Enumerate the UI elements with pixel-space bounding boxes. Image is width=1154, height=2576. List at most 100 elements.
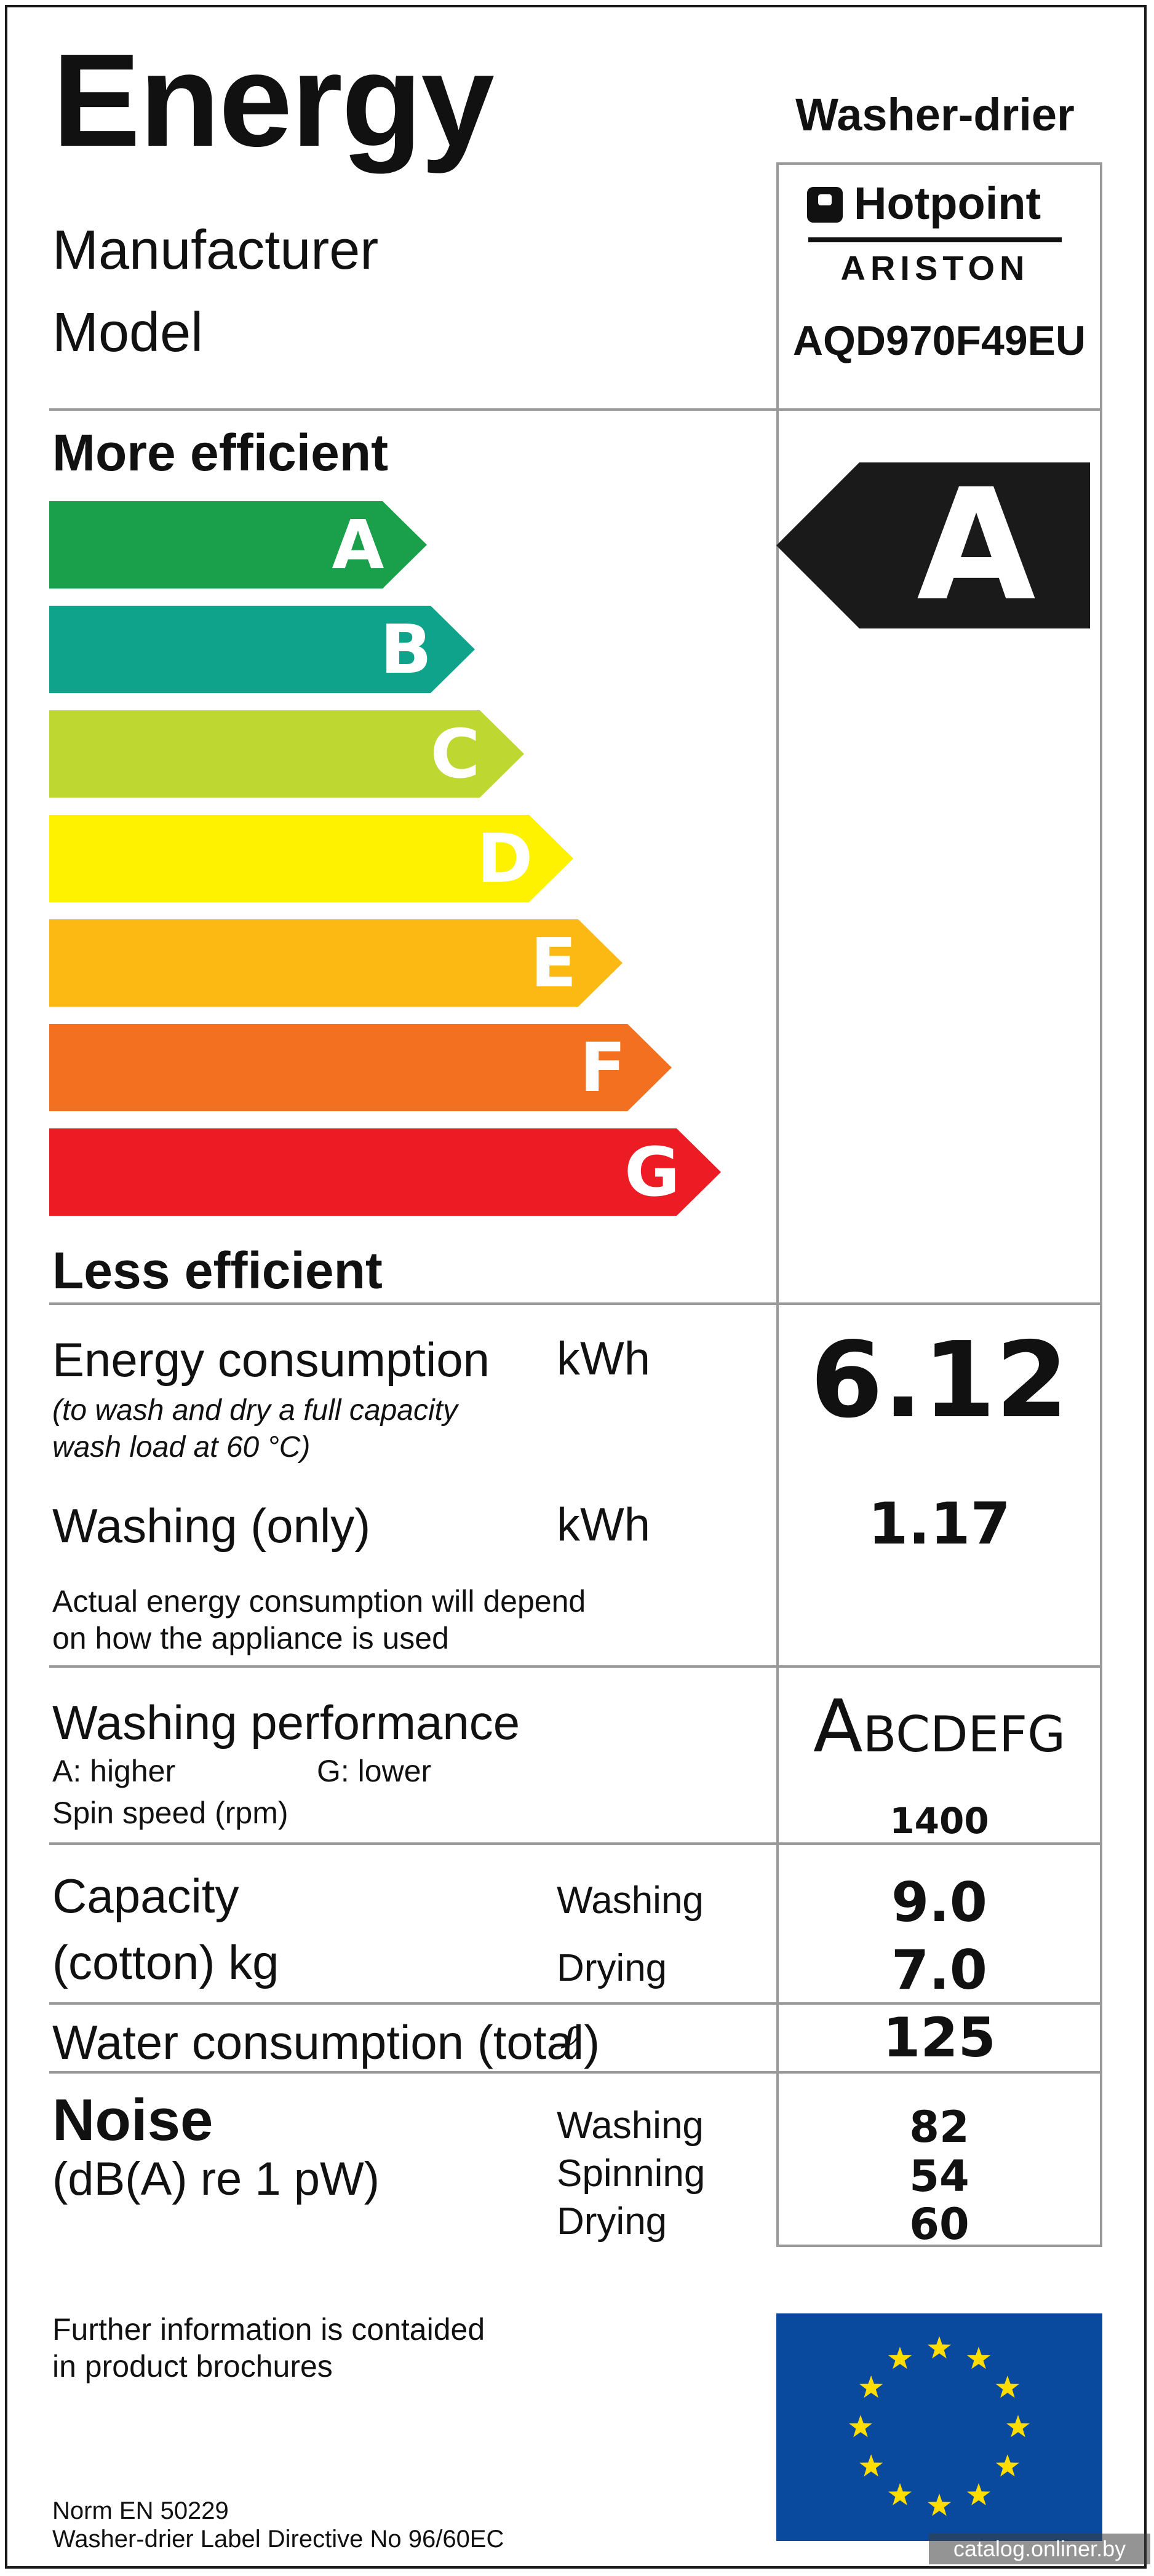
less-efficient-label: Less efficient <box>52 1242 383 1299</box>
norm-block: Norm EN 50229 Washer-drier Label Directi… <box>52 2497 504 2553</box>
higher-label: A: higher <box>52 1754 176 1788</box>
lower-label: G: lower <box>317 1754 432 1788</box>
washing-only-unit: kWh <box>557 1499 650 1551</box>
further-info-line1: Further information is contaided <box>52 2312 485 2347</box>
capacity-label-line2: (cotton) kg <box>52 1935 279 1989</box>
rating-arrow: A <box>776 462 1090 628</box>
noise-drying-value: 60 <box>909 2199 969 2249</box>
capacity-washing-label: Washing <box>557 1879 704 1922</box>
divider-performance-top <box>49 1665 1102 1668</box>
watermark: catalog.onliner.by <box>929 2534 1150 2564</box>
efficiency-class-e: E <box>49 919 623 1007</box>
water-unit: ℓ <box>560 2015 580 2069</box>
washing-only-value: 1.17 <box>868 1491 1011 1558</box>
eu-star-icon <box>859 2454 883 2477</box>
eu-flag-graphic <box>776 2313 1102 2541</box>
energy-note: (to wash and dry a full capacity wash lo… <box>52 1392 458 1466</box>
divider-capacity-top <box>49 1842 1102 1845</box>
performance-class-selected: A <box>813 1684 863 1769</box>
water-consumption-value: 125 <box>883 2006 996 2069</box>
energy-unit: kWh <box>557 1333 650 1385</box>
washing-performance-label: Washing performance <box>52 1695 520 1750</box>
eu-star-icon <box>888 2347 912 2369</box>
eu-star-icon <box>967 2347 990 2369</box>
divider-energy-top <box>49 1302 1102 1305</box>
efficiency-arrow-e <box>49 919 623 1007</box>
efficiency-arrow-f <box>49 1024 672 1111</box>
efficiency-letter-c: C <box>430 715 480 793</box>
capacity-drying-label: Drying <box>557 1947 667 1989</box>
actual-note-line2: on how the appliance is used <box>52 1621 449 1655</box>
efficiency-letter-f: F <box>579 1028 626 1107</box>
noise-spinning-value: 54 <box>909 2151 969 2201</box>
energy-note-line2: wash load at 60 °C) <box>52 1431 311 1464</box>
performance-class-others: BCDEFG <box>862 1706 1066 1763</box>
brand-name: Hotpoint <box>854 178 1041 229</box>
actual-consumption-note: Actual energy consumption will depend on… <box>52 1583 586 1657</box>
water-consumption-label: Water consumption (total) <box>52 2015 600 2069</box>
noise-spinning-label: Spinning <box>557 2152 706 2195</box>
appliance-type: Washer-drier <box>795 89 1075 140</box>
noise-drying-label: Drying <box>557 2200 667 2243</box>
efficiency-class-f: F <box>49 1024 672 1111</box>
efficiency-letter-b: B <box>380 610 432 689</box>
efficiency-class-d: D <box>49 815 573 902</box>
brand-logo: Hotpoint ARISTON <box>806 178 1064 289</box>
eu-star-icon <box>888 2483 912 2505</box>
efficiency-letter-a: A <box>332 505 384 584</box>
brand-logo-mark-icon <box>807 187 843 223</box>
further-info-line2: in product brochures <box>52 2349 333 2384</box>
right-column <box>776 162 1102 2247</box>
eu-flag <box>776 2313 1102 2541</box>
brand-divider <box>808 237 1062 242</box>
eu-star-icon <box>995 2376 1019 2398</box>
divider-noise-top <box>49 2071 1102 2074</box>
divider-right-bottom <box>776 2245 1102 2247</box>
eu-star-icon <box>849 2415 872 2438</box>
energy-consumption-value: 6.12 <box>810 1320 1068 1441</box>
further-info: Further information is contaided in prod… <box>52 2311 485 2385</box>
eu-star-icon <box>995 2454 1019 2477</box>
efficiency-arrow-c <box>49 710 524 798</box>
capacity-label-line1: Capacity <box>52 1869 239 1923</box>
noise-washing-value: 82 <box>909 2102 969 2152</box>
efficiency-letter-d: D <box>477 819 533 898</box>
efficiency-arrow-d <box>49 815 573 902</box>
spin-speed-label: Spin speed (rpm) <box>52 1796 288 1830</box>
efficiency-class-a: A <box>49 501 427 589</box>
efficiency-arrow-a <box>49 501 427 589</box>
efficiency-letter-e: E <box>530 924 577 1002</box>
eu-star-icon <box>928 2336 951 2359</box>
rating-arrow-shape <box>776 462 1090 628</box>
eu-star-icon <box>859 2376 883 2398</box>
directive-text: Washer-drier Label Directive No 96/60EC <box>52 2526 504 2553</box>
divider-water-top <box>49 2002 1102 2005</box>
noise-unit: (dB(A) re 1 pW) <box>52 2153 380 2205</box>
efficiency-arrow-b <box>49 606 475 693</box>
eu-star-icon <box>967 2483 990 2505</box>
more-efficient-label: More efficient <box>52 424 389 482</box>
noise-washing-label: Washing <box>557 2104 704 2147</box>
rating-letter: A <box>917 456 1036 635</box>
washing-only-label: Washing (only) <box>52 1499 371 1553</box>
efficiency-class-g: G <box>49 1128 721 1216</box>
performance-class-scale: ABCDEFG <box>776 1690 1102 1762</box>
efficiency-class-b: B <box>49 606 475 693</box>
efficiency-letter-g: G <box>624 1133 680 1211</box>
actual-note-line1: Actual energy consumption will depend <box>52 1584 586 1619</box>
model-value: AQD970F49EU <box>792 317 1086 364</box>
divider-scale-top <box>49 408 1102 411</box>
brand-sub: ARISTON <box>840 248 1030 287</box>
noise-label: Noise <box>52 2087 213 2153</box>
label-frame <box>5 5 1147 2569</box>
norm-text: Norm EN 50229 <box>52 2497 229 2524</box>
capacity-drying-value: 7.0 <box>891 1938 987 2002</box>
model-label: Model <box>52 302 204 363</box>
energy-note-line1: (to wash and dry a full capacity <box>52 1394 458 1427</box>
manufacturer-label: Manufacturer <box>52 220 379 281</box>
energy-consumption-label: Energy consumption <box>52 1333 490 1387</box>
efficiency-arrow-g <box>49 1128 721 1216</box>
label-title: Energy <box>52 26 495 174</box>
spin-speed-value: 1400 <box>889 1800 989 1842</box>
eu-star-icon <box>1006 2415 1030 2438</box>
